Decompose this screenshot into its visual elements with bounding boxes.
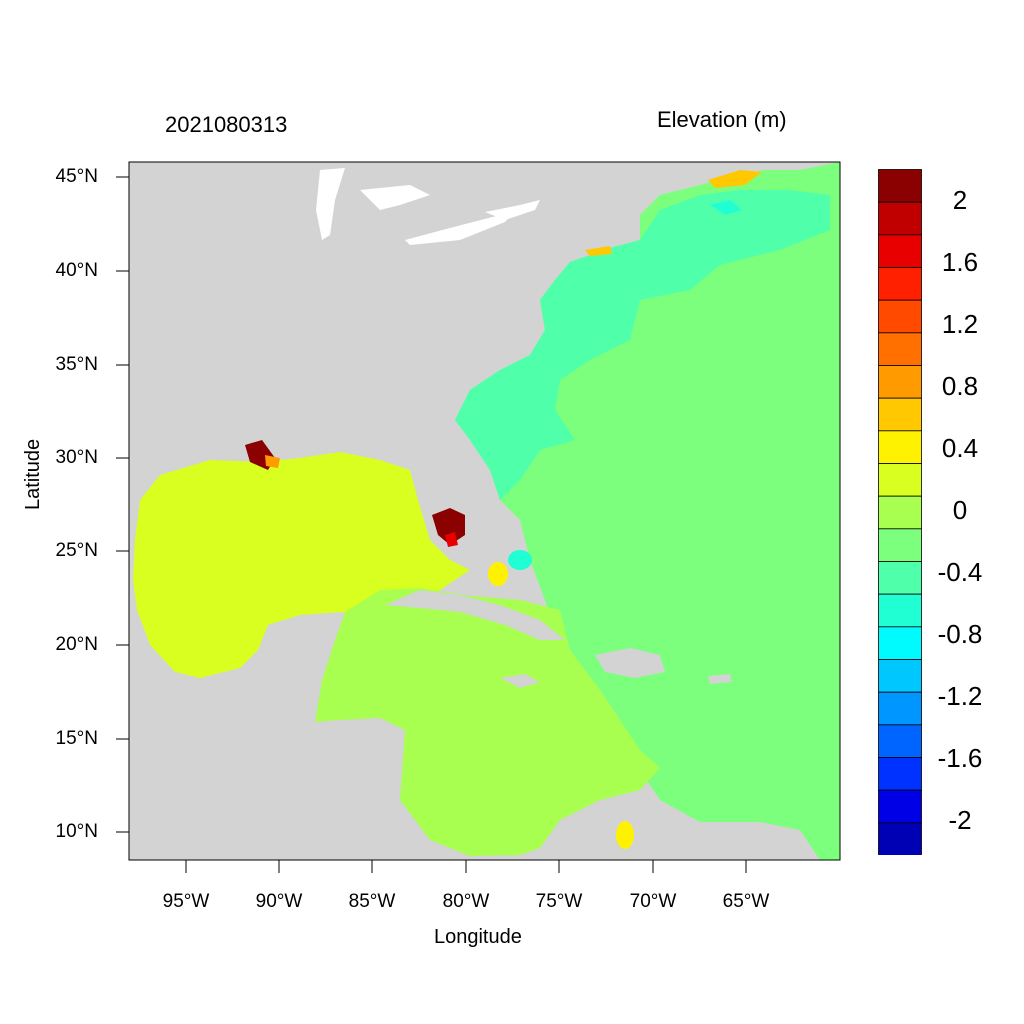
colorbar-label: -2 <box>948 805 972 835</box>
florida-peak <box>445 532 458 547</box>
colorbar-box <box>878 397 922 432</box>
timestamp-title: 2021080313 <box>165 112 288 137</box>
colorbar-box <box>878 757 922 791</box>
colorbar-box <box>878 201 922 236</box>
bahamas-high <box>488 562 508 586</box>
colorbar-box <box>878 724 922 758</box>
colorbar-label: -1.6 <box>937 743 983 773</box>
colorbar-box <box>878 789 922 824</box>
colorbar-box <box>878 267 922 301</box>
colorbar-box <box>878 561 922 595</box>
colorbar-box <box>878 169 922 203</box>
colorbar-box <box>878 626 922 660</box>
florida-land <box>410 440 455 512</box>
colorbar-label: 2 <box>952 185 968 215</box>
colorbar-box <box>878 822 922 855</box>
x-tick-label: 95°W <box>162 891 210 912</box>
maracaibo-high <box>616 821 634 849</box>
colorbar-label: 1.6 <box>941 247 979 277</box>
colorbar-box <box>878 463 922 497</box>
colorbar-label: -1.2 <box>937 681 983 711</box>
y-tick-label: 35°N <box>55 354 98 375</box>
x-tick-label: 75°W <box>535 891 583 912</box>
y-tick-label: 25°N <box>55 540 98 561</box>
x-axis-label: Longitude <box>434 926 522 948</box>
x-tick-marks <box>185 860 747 873</box>
x-tick-label: 80°W <box>442 891 490 912</box>
great-lakes <box>316 168 540 245</box>
y-tick-label: 45°N <box>55 166 98 187</box>
colorbar-box <box>878 430 922 464</box>
colorbar <box>878 169 922 855</box>
x-tick-label: 65°W <box>722 891 770 912</box>
continental-shelf <box>455 190 830 500</box>
jamaica-island <box>500 674 540 688</box>
colorbar-box <box>878 365 922 399</box>
colorbar-box <box>878 528 922 562</box>
variable-title: Elevation (m) <box>657 107 787 132</box>
bahamas-low <box>508 550 532 570</box>
colorbar-box <box>878 299 922 334</box>
louisiana-orange <box>265 455 280 468</box>
x-tick-label: 70°W <box>629 891 677 912</box>
bay-of-fundy-low <box>710 200 742 215</box>
colorbar-label: 0.4 <box>941 433 979 463</box>
x-tick-label: 85°W <box>348 891 396 912</box>
puerto-rico-island <box>708 674 732 684</box>
colorbar-box <box>878 495 922 530</box>
colorbar-box <box>878 659 922 693</box>
colorbar-box <box>878 593 922 628</box>
y-tick-label: 40°N <box>55 260 98 281</box>
florida-surge <box>432 508 465 545</box>
y-tick-label: 15°N <box>55 728 98 749</box>
colorbar-label: -0.8 <box>937 619 983 649</box>
long-island-high <box>585 246 612 256</box>
colorbar-label: -0.4 <box>937 557 983 587</box>
yucatan-peninsula <box>262 612 345 722</box>
gulf-of-mexico <box>133 452 470 678</box>
colorbar-box <box>878 234 922 268</box>
y-tick-marks <box>116 176 129 833</box>
plot-frame <box>128 161 841 861</box>
new-england-high <box>708 170 762 188</box>
colorbar-label: 0 <box>952 495 968 525</box>
caribbean-sea <box>315 588 660 856</box>
y-tick-label: 20°N <box>55 634 98 655</box>
colorbar-box <box>878 332 922 366</box>
colorbar-label: 0.8 <box>941 371 979 401</box>
y-tick-label: 30°N <box>55 447 98 468</box>
y-tick-label: 10°N <box>55 821 98 842</box>
colorbar-label: 1.2 <box>941 309 979 339</box>
x-tick-label: 90°W <box>255 891 303 912</box>
hispaniola-island <box>595 648 665 678</box>
cuba-island <box>385 590 565 640</box>
